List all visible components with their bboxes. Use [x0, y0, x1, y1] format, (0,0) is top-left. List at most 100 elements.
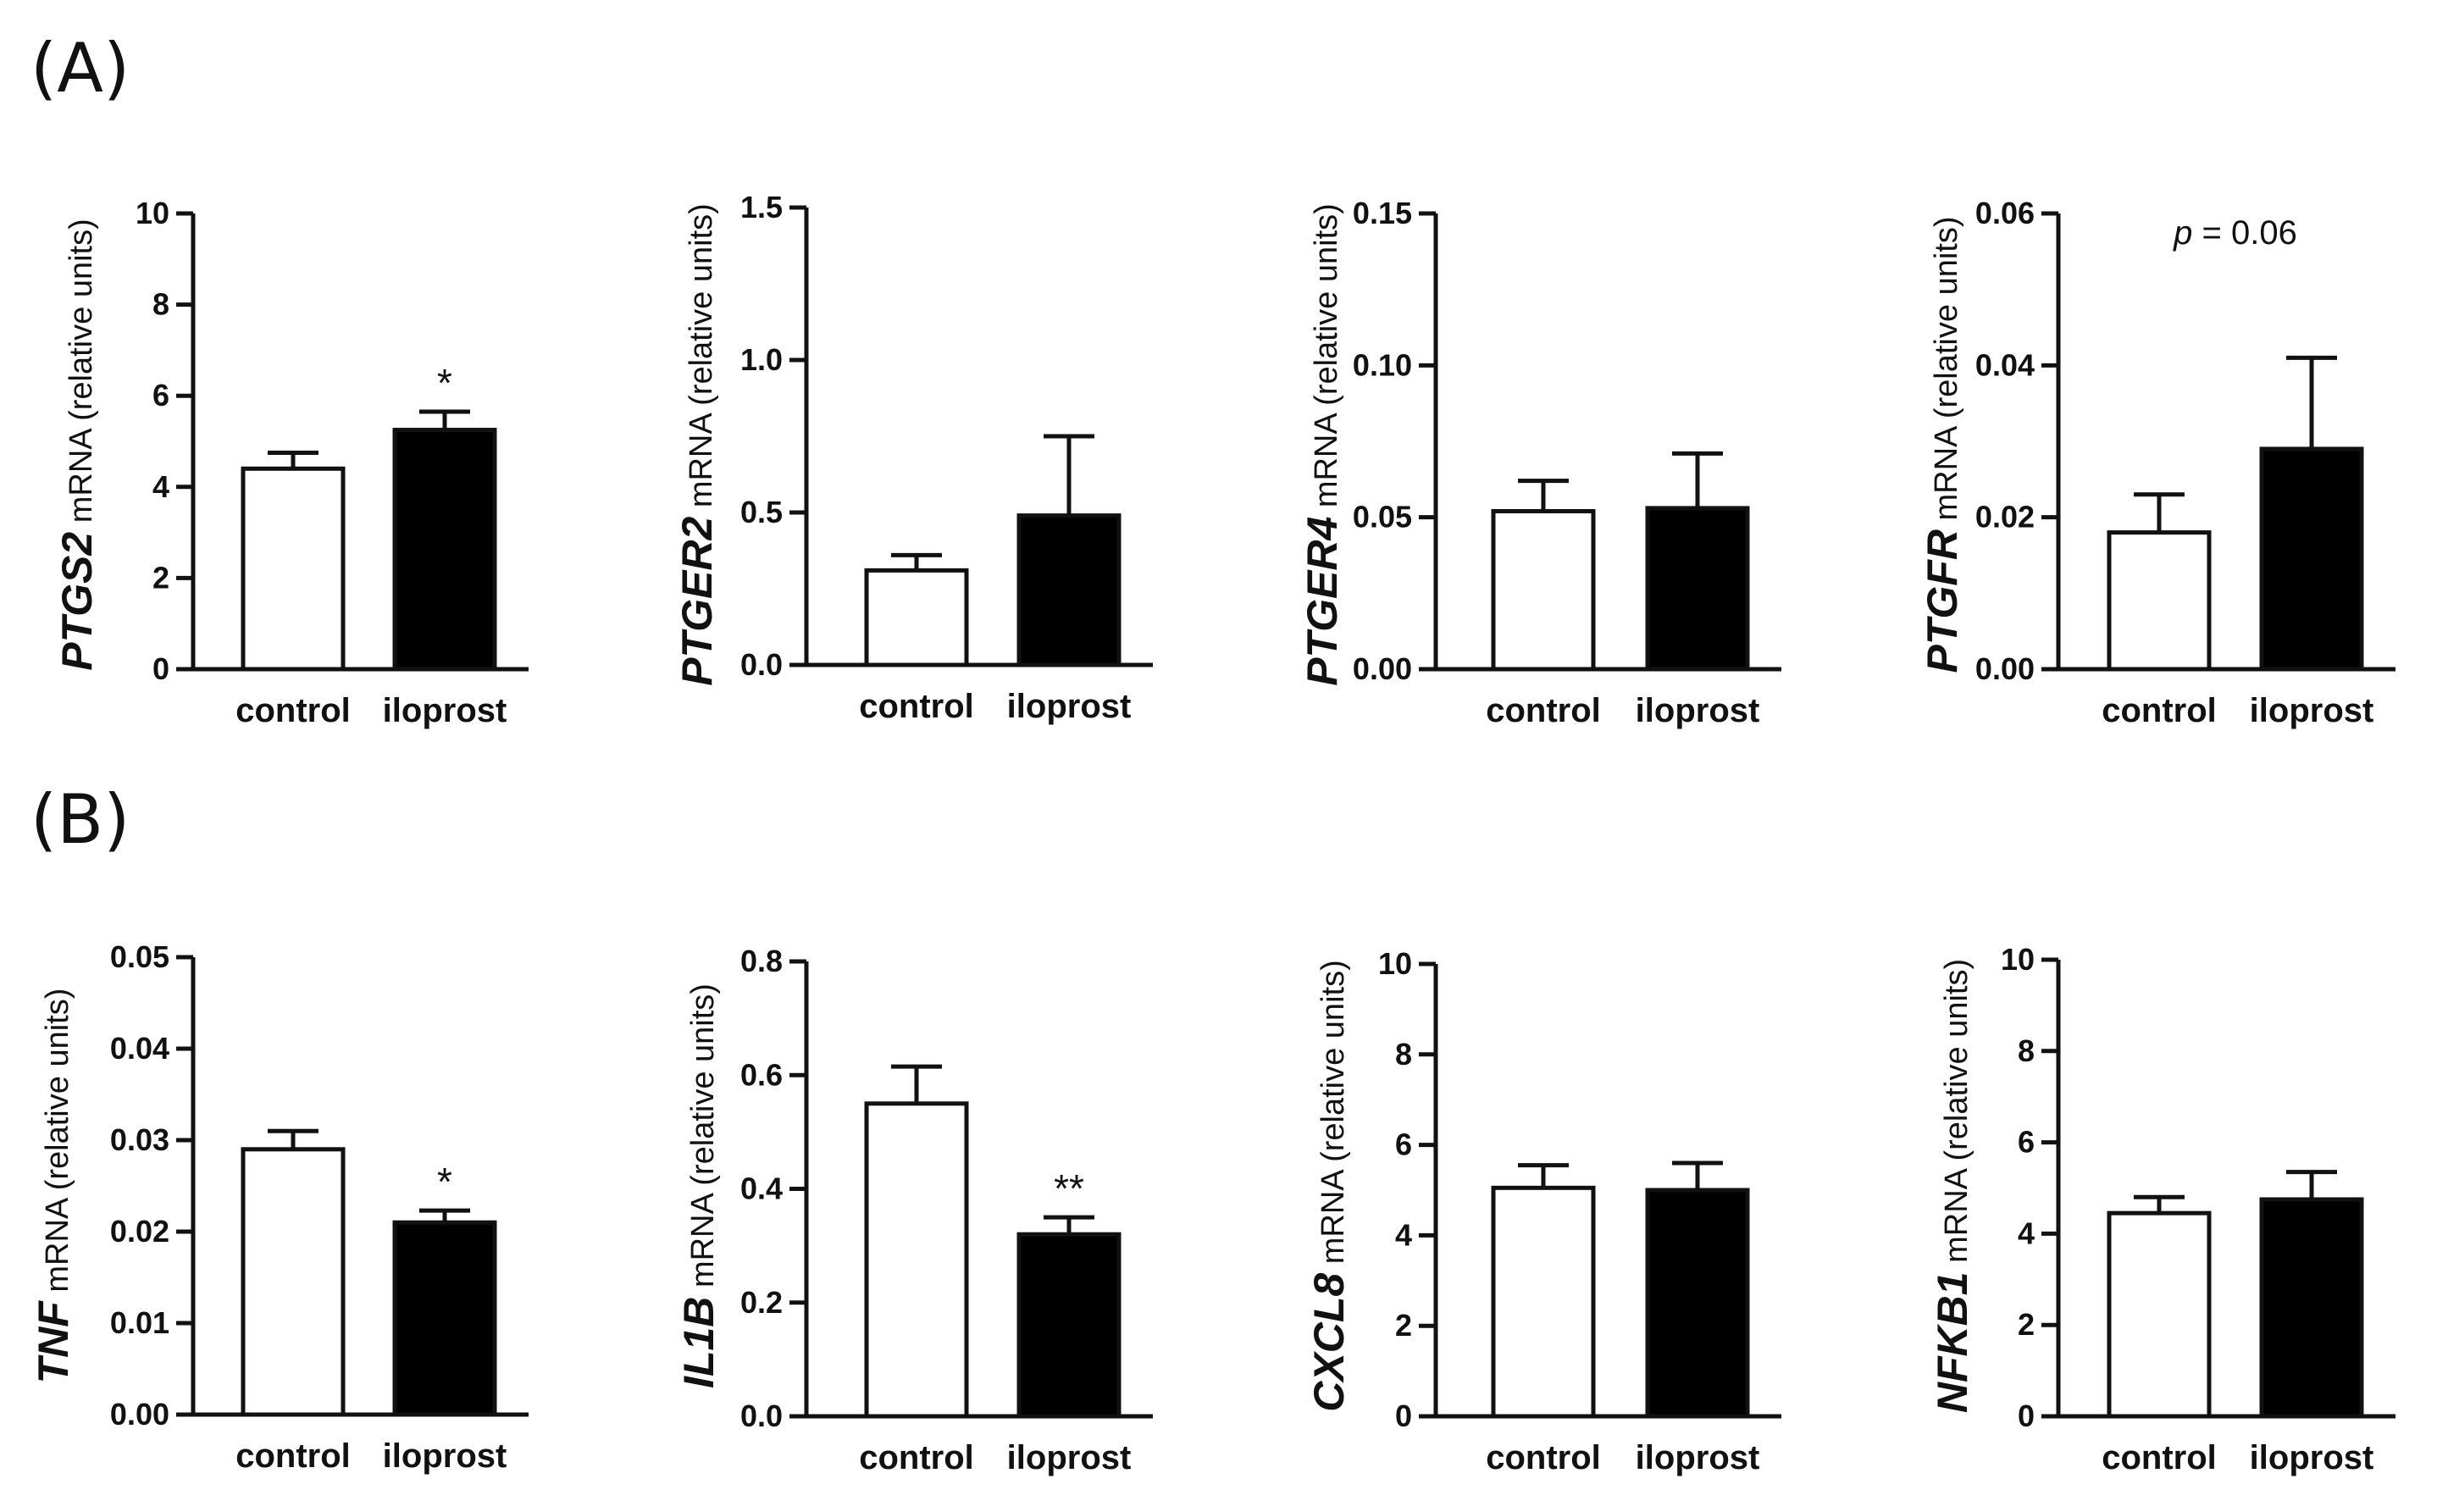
y-tick-label: 1.5 [740, 190, 783, 224]
category-label-iloprost: iloprost [383, 1437, 507, 1475]
bar-control [1491, 508, 1596, 672]
y-axis-label: PTGS2 mRNA (relative units) [53, 219, 101, 671]
category-label-iloprost: iloprost [1636, 692, 1760, 729]
y-tick-label: 6 [152, 378, 169, 413]
bar-iloprost [2259, 446, 2364, 672]
category-label-iloprost: iloprost [383, 692, 507, 729]
category-label-control: control [859, 688, 974, 725]
gene-name: PTGER2 [673, 517, 721, 686]
bar-iloprost [1016, 513, 1122, 667]
y-tick-label: 2 [2018, 1307, 2035, 1342]
chart-ptger2: 0.0 0.5 1.0 1.5 control iloprost PTGER2 mRNA (… [673, 190, 1153, 725]
y-tick-label: 1.0 [740, 342, 783, 377]
panel-label-b: (B) [30, 780, 130, 859]
category-label-iloprost: iloprost [2250, 692, 2374, 729]
bar-control [2107, 530, 2212, 672]
gene-name: NFKB1 [1929, 1271, 1976, 1413]
y-tick-label: 0.00 [1353, 651, 1412, 686]
y-tick-label: 4 [152, 469, 169, 504]
y-tick-label: 4 [1395, 1217, 1412, 1252]
charts-group: 0 2 4 6 8 10 control iloprost * PTGS2 mRNA (relat… [30, 190, 2395, 1476]
gene-name: IL1B [675, 1297, 723, 1388]
y-axis-label: CXCL8 mRNA (relative units) [1305, 960, 1353, 1411]
y-axis-label: PTGER2 mRNA (relative units) [673, 203, 721, 686]
y-axis-label: TNF mRNA (relative units) [30, 989, 77, 1384]
significance-marker: * [437, 361, 452, 405]
y-tick-label: 0.01 [110, 1305, 169, 1340]
y-tick-label: 0.15 [1353, 196, 1412, 230]
y-axis-label: PTGER4 mRNA (relative units) [1299, 203, 1346, 686]
y-axis-label: NFKB1 mRNA (relative units) [1929, 959, 1976, 1413]
y-tick-label: 0.00 [1975, 651, 2035, 686]
y-tick-label: 0.05 [110, 939, 169, 974]
y-tick-label: 6 [2018, 1125, 2035, 1160]
y-tick-label: 0 [2018, 1398, 2035, 1433]
gene-name: TNF [30, 1300, 77, 1384]
y-tick-label: 2 [1395, 1308, 1412, 1343]
y-axis-label: PTGFR mRNA (relative units) [1919, 217, 1966, 673]
significance-marker: * [437, 1160, 452, 1204]
bar-control [241, 466, 346, 672]
gene-name: PTGS2 [53, 532, 101, 671]
bar-iloprost [2259, 1197, 2364, 1419]
y-tick-label: 0.4 [740, 1171, 783, 1206]
y-tick-label: 4 [2018, 1216, 2035, 1250]
y-tick-label: 0.0 [740, 647, 783, 682]
y-axis-label: IL1B mRNA (relative units) [675, 983, 723, 1388]
chart-nfkb1: 0 2 4 6 8 10 control iloprost NFKB1 mRNA (relati… [1929, 942, 2395, 1476]
bar-control [864, 568, 969, 667]
y-tick-label: 0.02 [110, 1214, 169, 1249]
gene-name: CXCL8 [1305, 1273, 1353, 1412]
bar-iloprost [1645, 506, 1750, 672]
category-label-iloprost: iloprost [1636, 1439, 1760, 1476]
category-label-control: control [2102, 1439, 2217, 1476]
bar-iloprost [1016, 1232, 1122, 1419]
category-label-control: control [2102, 692, 2217, 729]
y-tick-label: 10 [1378, 946, 1412, 981]
y-tick-label: 0.00 [110, 1397, 169, 1432]
y-tick-label: 0.5 [740, 495, 783, 529]
y-tick-label: 0.02 [1975, 500, 2035, 534]
chart-tnf: 0.00 0.01 0.02 0.03 0.04 0.05 control iloprost *… [30, 939, 529, 1475]
y-tick-label: 10 [2001, 942, 2035, 977]
y-tick-label: 0.04 [1975, 347, 2035, 382]
chart-ptgfr: 0.00 0.02 0.04 0.06 control iloprost p = 0.06 P… [1919, 196, 2395, 729]
y-tick-label: 0.05 [1353, 500, 1412, 534]
y-tick-label: 0.10 [1353, 347, 1412, 382]
category-label-control: control [235, 1437, 351, 1475]
y-tick-label: 8 [152, 287, 169, 322]
category-label-iloprost: iloprost [1007, 688, 1132, 725]
chart-cxcl8: 0 2 4 6 8 10 control iloprost CXCL8 mRNA (relati… [1305, 946, 1781, 1476]
bar-control [241, 1147, 346, 1417]
bar-iloprost [392, 1220, 497, 1417]
significance-marker: ** [1054, 1166, 1084, 1210]
y-tick-label: 8 [1395, 1037, 1412, 1072]
bar-control [1491, 1185, 1596, 1419]
y-tick-label: 0.03 [110, 1122, 169, 1157]
chart-il1b: 0.0 0.2 0.4 0.6 0.8 control iloprost ** IL1B mRN… [675, 944, 1153, 1476]
y-tick-label: 0.0 [740, 1398, 783, 1433]
y-tick-label: 0.6 [740, 1057, 783, 1092]
category-label-control: control [1486, 1439, 1601, 1476]
category-label-control: control [235, 692, 351, 729]
p-value-annotation: p = 0.06 [2173, 214, 2297, 252]
chart-ptgs2: 0 2 4 6 8 10 control iloprost * PTGS2 mRNA (relat… [53, 196, 529, 729]
y-tick-label: 0.06 [1975, 196, 2035, 230]
gene-name: PTGFR [1919, 529, 1966, 673]
category-label-control: control [1486, 692, 1601, 729]
bar-iloprost [1645, 1188, 1750, 1419]
bar-iloprost [392, 428, 497, 672]
y-tick-label: 0.8 [740, 944, 783, 978]
gene-name: PTGER4 [1299, 517, 1346, 686]
y-tick-label: 0.2 [740, 1285, 783, 1320]
y-tick-label: 6 [1395, 1127, 1412, 1162]
y-tick-label: 0.04 [110, 1031, 169, 1066]
category-label-control: control [859, 1439, 974, 1476]
y-tick-label: 8 [2018, 1033, 2035, 1068]
category-label-iloprost: iloprost [1007, 1439, 1132, 1476]
chart-ptger4: 0.00 0.05 0.10 0.15 control iloprost PTGER4 mR… [1299, 196, 1781, 729]
panel-label-a: (A) [30, 29, 130, 108]
y-tick-label: 10 [136, 196, 169, 230]
y-tick-label: 2 [152, 560, 169, 595]
